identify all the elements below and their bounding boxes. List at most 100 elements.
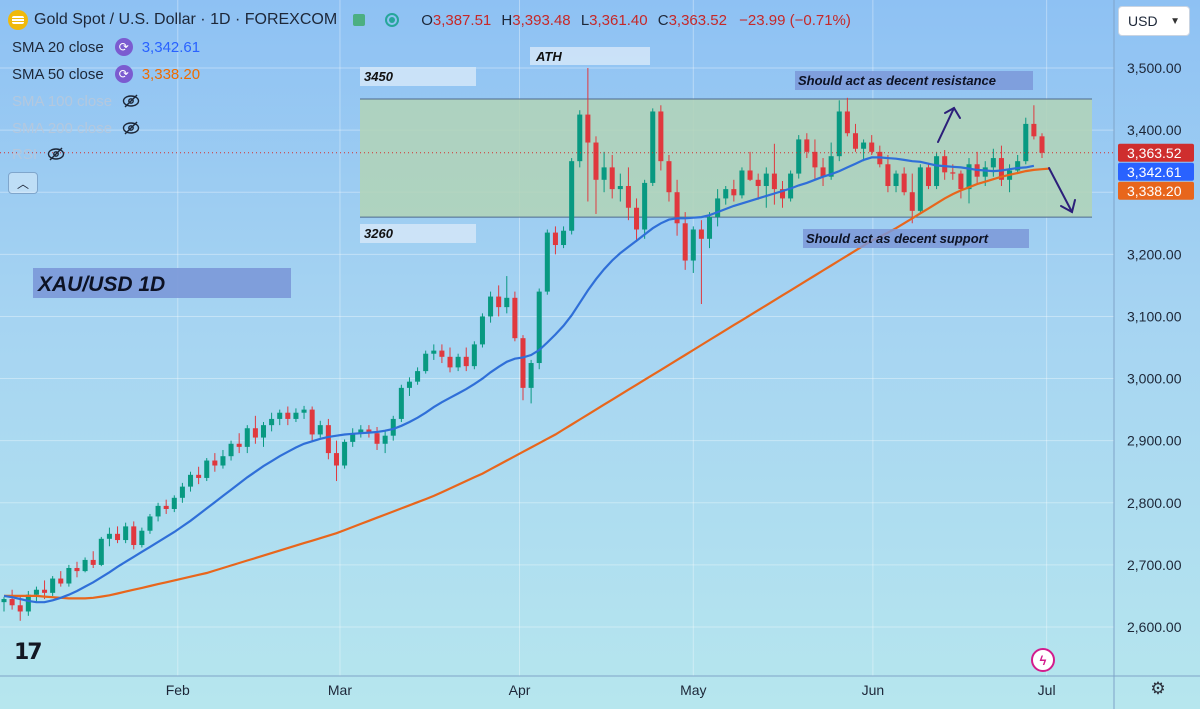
gear-icon[interactable]: ⚙ (1150, 679, 1166, 698)
candle-body (171, 497, 177, 509)
candle-body (666, 161, 672, 193)
candle-body (885, 164, 891, 187)
candle (220, 449, 226, 469)
candle (179, 482, 185, 503)
y-tick-label: 3,100.00 (1127, 308, 1182, 324)
candle (171, 495, 177, 513)
candle-body (909, 192, 915, 211)
candle (9, 589, 15, 610)
price-tag-label: 3,342.61 (1127, 164, 1182, 180)
candle-body (544, 232, 550, 292)
indicator-sma200[interactable]: SMA 200 close (12, 117, 140, 139)
candle-body (244, 428, 250, 447)
candle (293, 408, 299, 423)
candle-body (374, 433, 380, 444)
candle-body (382, 435, 388, 444)
price-tag-label: 3,363.52 (1127, 145, 1182, 161)
candle-body (715, 198, 721, 218)
candle (155, 502, 161, 522)
hidden-eye-icon[interactable] (47, 147, 65, 161)
candle-body (406, 381, 412, 388)
candle-body (650, 111, 656, 183)
candle-body (601, 167, 607, 180)
candle (204, 458, 210, 482)
candle (406, 377, 412, 396)
candle-body (236, 443, 242, 447)
hidden-eye-icon[interactable] (122, 94, 140, 108)
candle (804, 133, 810, 159)
candle (366, 425, 372, 438)
candle (455, 353, 461, 372)
y-tick-label: 3,400.00 (1127, 122, 1182, 138)
candle-body (617, 186, 623, 190)
price-tag-box (1118, 143, 1194, 162)
tradingview-logo[interactable]: 17 (14, 640, 43, 665)
candle-body (398, 387, 404, 419)
x-axis[interactable]: FebMarAprMayJunJulAug (0, 675, 1200, 698)
candle (520, 335, 526, 401)
candle-body (455, 356, 461, 368)
candle-body (25, 594, 31, 612)
candle-body (763, 173, 769, 187)
candle-body (252, 428, 258, 438)
candle-body (204, 460, 210, 478)
candle-body (512, 297, 518, 339)
candle (317, 420, 323, 438)
indicator-sma50[interactable]: SMA 50 close ⟳ 3,338.20 (12, 65, 201, 83)
candle (244, 425, 250, 454)
candle-body (747, 170, 753, 180)
x-tick-label: Mar (328, 682, 352, 698)
candle (682, 212, 688, 270)
candle-body (333, 453, 339, 466)
price-tag: 3,342.61 (1118, 162, 1194, 181)
price-tag-label: 3,338.20 (1127, 183, 1182, 199)
y-tick-label: 3,200.00 (1127, 246, 1182, 262)
candle-body (852, 133, 858, 149)
collapse-indicators-button[interactable]: ︿ (8, 172, 38, 194)
x-tick-label: May (680, 682, 706, 698)
bolt-icon[interactable]: ϟ (1031, 648, 1055, 672)
candle-body (682, 223, 688, 261)
candle-body (317, 425, 323, 435)
candle-body (1015, 161, 1021, 171)
y-tick-label: 2,900.00 (1127, 433, 1182, 449)
candle-body (1039, 136, 1045, 153)
candle (617, 173, 623, 202)
candle (98, 536, 104, 567)
indicator-sma100[interactable]: SMA 100 close (12, 90, 140, 112)
candle-body (585, 114, 591, 143)
candle (398, 384, 404, 423)
candle (115, 526, 121, 544)
support-annotation: Should act as decent support (803, 229, 1029, 248)
candle (269, 412, 275, 432)
candle (504, 276, 510, 314)
market-status-icon[interactable] (353, 14, 366, 26)
candle (33, 586, 39, 603)
candle (147, 513, 153, 534)
candle-body (115, 533, 121, 541)
candle (50, 576, 56, 596)
currency-selector[interactable]: USD ▼ (1118, 6, 1190, 36)
candle (690, 226, 696, 273)
chevron-up-icon: ︿ (16, 176, 29, 191)
candle (577, 110, 583, 168)
candle (958, 170, 964, 199)
candle (439, 344, 445, 364)
candle-body (917, 167, 923, 211)
symbol-title[interactable]: Gold Spot / U.S. Dollar · 1D · FOREXCOM (34, 11, 338, 28)
candle (715, 189, 721, 227)
y-axis[interactable]: 3,500.003,400.003,300.003,200.003,100.00… (1113, 0, 1182, 709)
candle-body (366, 429, 372, 434)
live-status-icon[interactable] (385, 13, 400, 27)
candle-body (17, 605, 23, 612)
candle (58, 571, 64, 587)
hidden-eye-icon[interactable] (122, 121, 140, 135)
chart-header: Gold Spot / U.S. Dollar · 1D · FOREXCOM … (8, 8, 851, 32)
candle (901, 167, 907, 196)
indicator-sma20[interactable]: SMA 20 close ⟳ 3,342.61 (12, 38, 201, 56)
candle-body (982, 167, 988, 177)
ath-label: ATH (535, 49, 562, 64)
candle-body (609, 167, 615, 190)
indicator-rsi[interactable]: RSI (12, 143, 65, 165)
